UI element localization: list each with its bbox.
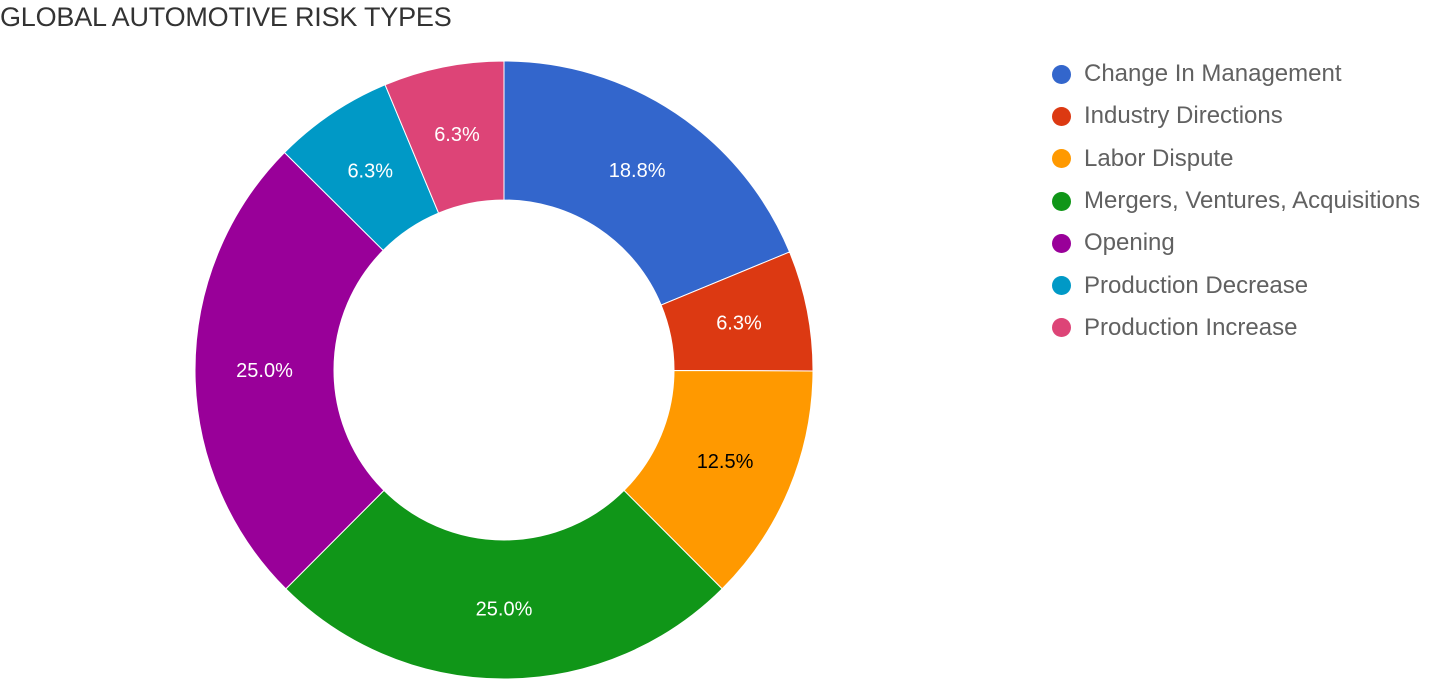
- legend-swatch-icon: [1052, 106, 1071, 126]
- legend-label: Labor Dispute: [1084, 144, 1234, 172]
- data-label-mergers-ventures-acquisitions: 25.0%: [476, 599, 533, 621]
- legend-item-mergers-ventures-acquisitions: Mergers, Ventures, Acquisitions: [1052, 180, 1420, 222]
- chart-title: GLOBAL AUTOMOTIVE RISK TYPES: [0, 2, 452, 32]
- data-label-industry-directions: 6.3%: [716, 313, 762, 335]
- legend-swatch-icon: [1052, 149, 1071, 169]
- legend-swatch-icon: [1052, 191, 1071, 211]
- slice-change-in-management: [503, 60, 791, 306]
- legend-label: Opening: [1084, 229, 1175, 257]
- data-label-change-in-management: 18.8%: [609, 160, 666, 182]
- chart-legend: Change In Management Industry Directions L…: [1052, 53, 1420, 349]
- legend-label: Production Increase: [1084, 313, 1298, 341]
- slice-production-increase: [384, 60, 505, 214]
- data-label-production-decrease: 6.3%: [347, 160, 393, 182]
- legend-item-production-increase: Production Increase: [1052, 307, 1420, 349]
- legend-item-production-decrease: Production Decrease: [1052, 264, 1420, 306]
- legend-item-industry-directions: Industry Directions: [1052, 95, 1420, 137]
- legend-item-opening: Opening: [1052, 222, 1420, 264]
- legend-swatch-icon: [1052, 318, 1071, 338]
- slice-opening: [194, 151, 385, 590]
- slice-mergers-ventures-acquisitions: [285, 489, 723, 680]
- legend-label: Mergers, Ventures, Acquisitions: [1084, 187, 1421, 215]
- legend-label: Industry Directions: [1084, 102, 1283, 130]
- data-label-production-increase: 6.3%: [434, 124, 480, 146]
- legend-swatch-icon: [1052, 276, 1071, 296]
- legend-item-labor-dispute: Labor Dispute: [1052, 138, 1420, 180]
- legend-item-change-in-management: Change In Management: [1052, 53, 1420, 95]
- legend-label: Change In Management: [1084, 60, 1342, 88]
- data-label-labor-dispute: 12.5%: [697, 451, 754, 473]
- legend-swatch-icon: [1052, 233, 1071, 253]
- legend-label: Production Decrease: [1084, 271, 1309, 299]
- legend-swatch-icon: [1052, 64, 1071, 84]
- data-label-opening: 25.0%: [236, 360, 293, 382]
